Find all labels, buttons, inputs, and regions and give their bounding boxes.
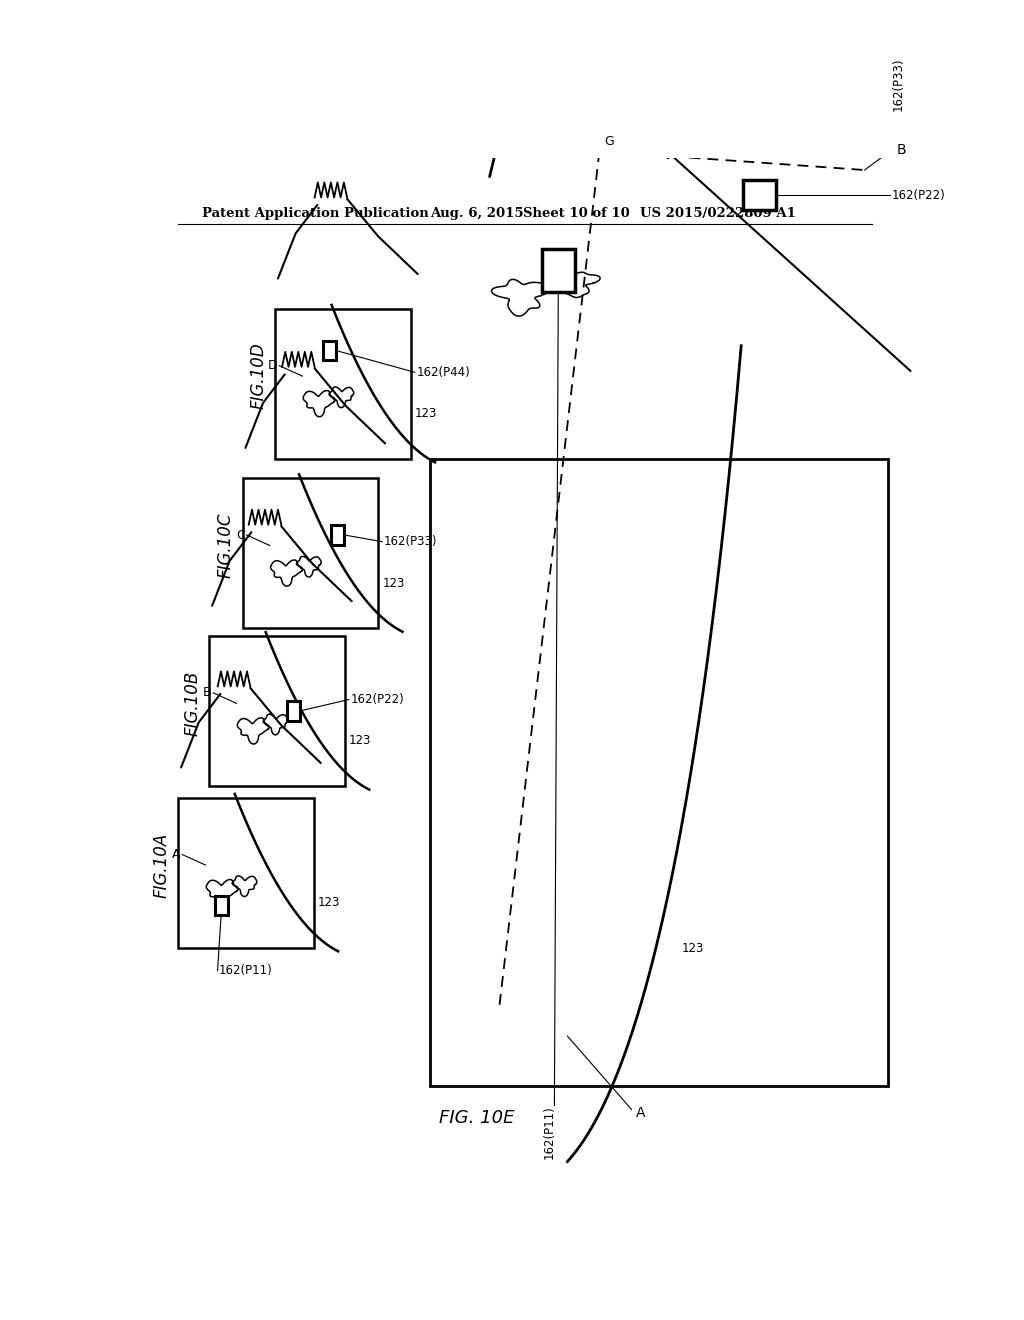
- Text: 162(P44): 162(P44): [417, 366, 470, 379]
- Polygon shape: [329, 387, 353, 408]
- Bar: [616, 87, 646, 127]
- Text: FIG.10D: FIG.10D: [250, 343, 267, 409]
- Text: 162(P33): 162(P33): [384, 535, 437, 548]
- Bar: [275, 309, 411, 459]
- Polygon shape: [238, 718, 269, 744]
- Text: Aug. 6, 2015: Aug. 6, 2015: [430, 207, 524, 220]
- Text: A: A: [172, 847, 180, 861]
- Bar: [243, 478, 378, 628]
- Text: B: B: [897, 143, 906, 157]
- Text: FIG.10C: FIG.10C: [217, 512, 234, 578]
- Bar: [331, 525, 344, 545]
- Bar: [215, 896, 228, 915]
- Bar: [209, 636, 345, 785]
- Bar: [275, 309, 411, 459]
- Text: FIG.10A: FIG.10A: [153, 832, 171, 898]
- Text: A: A: [636, 1106, 645, 1121]
- Text: FIG.10B: FIG.10B: [183, 671, 202, 735]
- Polygon shape: [206, 879, 239, 906]
- Polygon shape: [263, 714, 288, 735]
- Bar: [323, 341, 336, 360]
- Polygon shape: [232, 876, 257, 896]
- Bar: [209, 636, 345, 785]
- Bar: [525, 37, 555, 77]
- Text: Patent Application Publication: Patent Application Publication: [202, 207, 428, 220]
- Polygon shape: [553, 272, 600, 297]
- Bar: [243, 478, 378, 628]
- Text: C: C: [237, 528, 245, 541]
- Text: 123: 123: [317, 896, 340, 909]
- Text: 162(P22): 162(P22): [891, 189, 945, 202]
- Text: 162(P11): 162(P11): [219, 964, 272, 977]
- Text: 162(P11): 162(P11): [543, 1106, 556, 1159]
- Text: Sheet 10 of 10: Sheet 10 of 10: [523, 207, 630, 220]
- Text: D: D: [268, 359, 278, 372]
- Text: 123: 123: [349, 734, 372, 747]
- Text: 123: 123: [415, 407, 437, 420]
- Polygon shape: [297, 556, 322, 577]
- Text: 162(P22): 162(P22): [350, 693, 404, 706]
- Bar: [178, 797, 314, 948]
- Bar: [743, 181, 776, 210]
- Bar: [542, 249, 574, 292]
- Text: US 2015/0222809 A1: US 2015/0222809 A1: [640, 207, 796, 220]
- Polygon shape: [270, 560, 302, 586]
- Text: 123: 123: [682, 941, 705, 954]
- Bar: [178, 797, 314, 948]
- Bar: [430, 459, 888, 1086]
- Polygon shape: [492, 280, 551, 317]
- Bar: [287, 701, 300, 721]
- Text: 123: 123: [382, 577, 404, 590]
- Text: G: G: [604, 135, 613, 148]
- Text: FIG. 10E: FIG. 10E: [439, 1109, 515, 1127]
- Polygon shape: [303, 391, 335, 417]
- Text: 162(P33): 162(P33): [891, 58, 904, 111]
- Text: B: B: [203, 686, 212, 700]
